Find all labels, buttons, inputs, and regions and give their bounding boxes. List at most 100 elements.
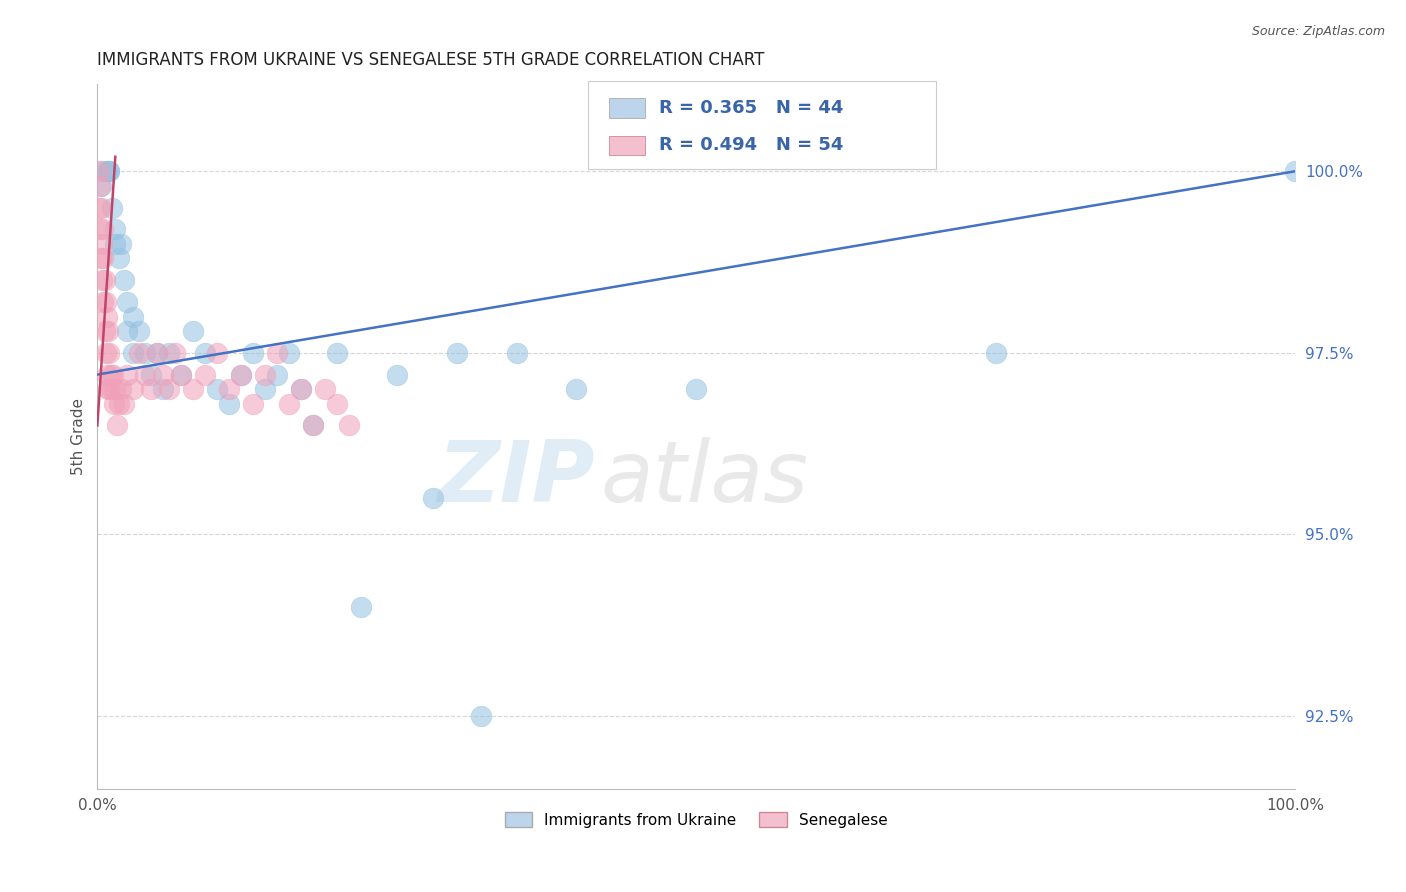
Point [91, 273, 114, 287]
Point [266, 368, 288, 382]
Point [170, 368, 193, 382]
Point [91, 164, 114, 178]
Point [104, 222, 127, 236]
Point [94, 295, 117, 310]
Text: atlas: atlas [600, 437, 808, 520]
Point [97, 382, 120, 396]
Text: R = 0.365   N = 44: R = 0.365 N = 44 [659, 99, 844, 118]
FancyBboxPatch shape [609, 98, 645, 118]
Point [242, 397, 264, 411]
Point [98, 164, 121, 178]
Point [205, 346, 228, 360]
Point [134, 346, 156, 360]
Point [94, 346, 117, 360]
Point [505, 346, 527, 360]
Point [157, 382, 180, 396]
Point [385, 368, 408, 382]
Point [278, 397, 301, 411]
Point [90, 252, 112, 266]
Point [218, 397, 240, 411]
Point [122, 382, 145, 396]
Point [122, 310, 145, 324]
Legend: Immigrants from Ukraine, Senegalese: Immigrants from Ukraine, Senegalese [499, 805, 894, 834]
Point [87, 201, 110, 215]
Point [110, 382, 132, 396]
FancyBboxPatch shape [589, 80, 936, 169]
Point [100, 368, 122, 382]
Point [97, 324, 120, 338]
Point [89, 178, 111, 193]
Point [157, 346, 180, 360]
Point [141, 382, 163, 396]
Point [89, 222, 111, 236]
Point [350, 599, 373, 614]
Point [96, 368, 118, 382]
Point [146, 346, 169, 360]
Point [229, 368, 252, 382]
Point [1284, 164, 1306, 178]
Text: IMMIGRANTS FROM UKRAINE VS SENEGALESE 5TH GRADE CORRELATION CHART: IMMIGRANTS FROM UKRAINE VS SENEGALESE 5T… [97, 51, 765, 69]
FancyBboxPatch shape [609, 136, 645, 155]
Point [112, 397, 135, 411]
Point [96, 164, 118, 178]
Point [104, 382, 127, 396]
Point [134, 368, 156, 382]
Point [96, 310, 118, 324]
Point [181, 324, 204, 338]
Point [112, 273, 135, 287]
Point [101, 368, 124, 382]
Point [984, 346, 1007, 360]
Point [170, 368, 193, 382]
Point [152, 382, 174, 396]
Point [565, 382, 588, 396]
Point [470, 709, 492, 723]
Point [290, 382, 312, 396]
Point [165, 346, 187, 360]
Point [108, 397, 131, 411]
Point [117, 324, 139, 338]
Point [117, 368, 139, 382]
Point [302, 418, 325, 433]
Point [290, 382, 312, 396]
Point [122, 346, 145, 360]
Point [91, 252, 114, 266]
Text: Source: ZipAtlas.com: Source: ZipAtlas.com [1251, 25, 1385, 38]
Point [152, 368, 174, 382]
Point [91, 295, 114, 310]
Point [90, 178, 112, 193]
Point [326, 346, 349, 360]
Point [93, 273, 115, 287]
Text: ZIP: ZIP [437, 437, 595, 520]
Point [93, 324, 115, 338]
Point [100, 201, 122, 215]
Point [194, 346, 217, 360]
Text: R = 0.494   N = 54: R = 0.494 N = 54 [659, 136, 844, 154]
Point [100, 382, 122, 396]
Point [128, 324, 150, 338]
Point [146, 346, 169, 360]
Y-axis label: 5th Grade: 5th Grade [72, 398, 86, 475]
Point [181, 382, 204, 396]
Point [337, 418, 360, 433]
Point [254, 382, 277, 396]
Point [194, 368, 217, 382]
Point [90, 201, 112, 215]
Point [117, 295, 139, 310]
Point [326, 397, 349, 411]
Point [103, 397, 125, 411]
Point [104, 236, 127, 251]
Point [266, 346, 288, 360]
Point [302, 418, 325, 433]
Point [91, 222, 114, 236]
Point [87, 164, 110, 178]
Point [278, 346, 301, 360]
Point [110, 236, 132, 251]
Point [314, 382, 336, 396]
Point [91, 236, 114, 251]
Point [105, 418, 128, 433]
Point [98, 164, 121, 178]
Point [242, 346, 264, 360]
Point [422, 491, 444, 505]
Point [128, 346, 150, 360]
Point [108, 252, 131, 266]
